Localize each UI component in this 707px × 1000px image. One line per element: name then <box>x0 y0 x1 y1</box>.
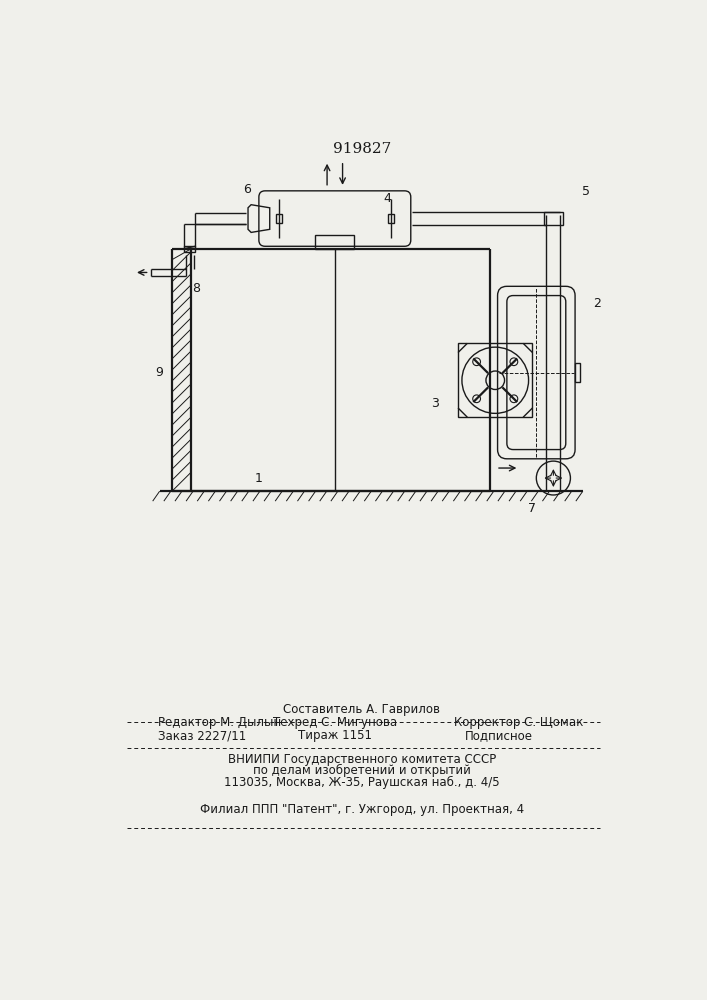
Bar <box>276 214 282 223</box>
Text: 113035, Москва, Ж-35, Раушская наб., д. 4/5: 113035, Москва, Ж-35, Раушская наб., д. … <box>224 776 500 789</box>
Bar <box>544 212 563 225</box>
Text: ВНИИПИ Государственного комитета СССР: ВНИИПИ Государственного комитета СССР <box>228 753 496 766</box>
Text: по делам изобретений и открытий: по делам изобретений и открытий <box>253 764 471 777</box>
Text: 4: 4 <box>384 192 392 205</box>
Bar <box>575 363 580 382</box>
Text: 5: 5 <box>582 185 590 198</box>
Bar <box>458 343 532 417</box>
Text: 7: 7 <box>528 502 537 515</box>
Text: 6: 6 <box>243 183 251 196</box>
Text: Редактор М. Дылын: Редактор М. Дылын <box>158 716 281 729</box>
Text: 1: 1 <box>255 472 263 485</box>
Text: 2: 2 <box>593 297 601 310</box>
Bar <box>315 235 354 249</box>
Text: Корректор С. Щомак: Корректор С. Щомак <box>454 716 583 729</box>
Text: Заказ 2227/11: Заказ 2227/11 <box>158 730 246 742</box>
Text: 9: 9 <box>156 366 163 379</box>
Text: Подписное: Подписное <box>465 730 533 742</box>
Text: Составитель А. Гаврилов: Составитель А. Гаврилов <box>284 703 440 716</box>
Text: Техред С. Мигунова: Техред С. Мигунова <box>273 716 397 729</box>
Bar <box>387 214 394 223</box>
Text: 3: 3 <box>431 397 439 410</box>
Text: Филиал ППП "Патент", г. Ужгород, ул. Проектная, 4: Филиал ППП "Патент", г. Ужгород, ул. Про… <box>200 803 524 816</box>
Text: Тираж 1151: Тираж 1151 <box>298 730 372 742</box>
Text: 8: 8 <box>192 282 200 295</box>
Bar <box>185 246 195 252</box>
Text: 919827: 919827 <box>333 142 391 156</box>
